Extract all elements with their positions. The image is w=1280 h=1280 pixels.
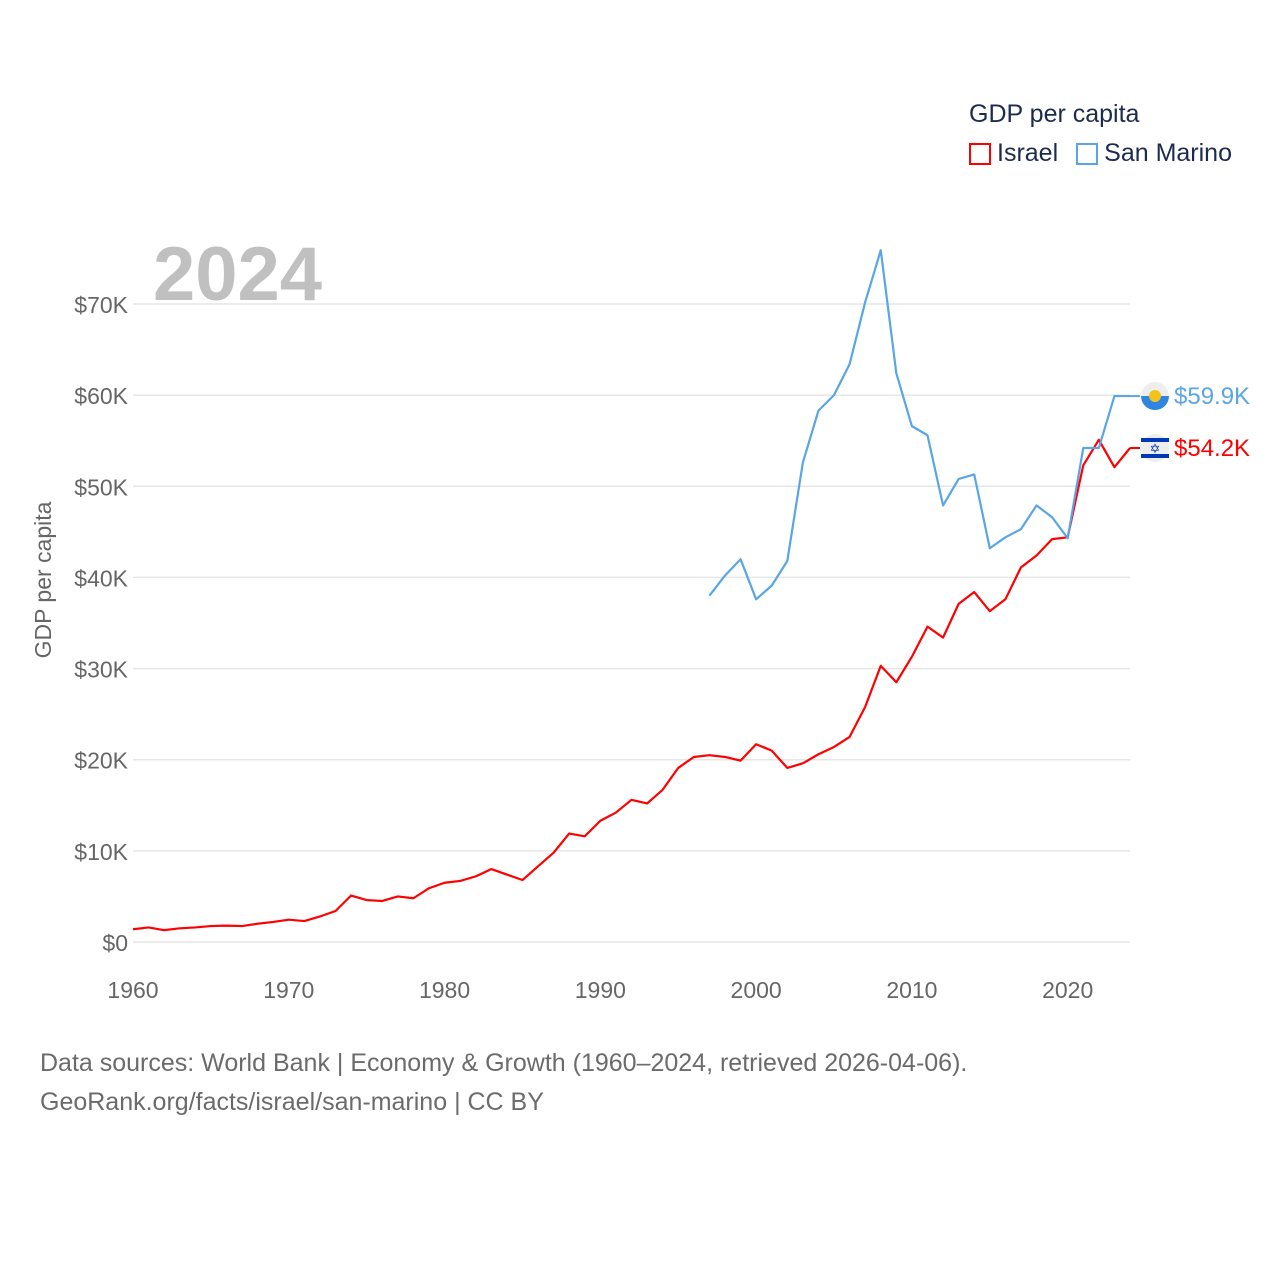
- legend-item-israel[interactable]: Israel: [969, 139, 1058, 168]
- svg-text:✡: ✡: [1150, 441, 1161, 456]
- legend: GDP per capita Israel San Marino: [969, 100, 1232, 168]
- x-tick-label: 1990: [575, 977, 626, 1003]
- y-tick-label: $60K: [74, 383, 128, 409]
- y-tick-label: $40K: [74, 565, 128, 591]
- x-tick-label: 2010: [886, 977, 937, 1003]
- source-link[interactable]: GeoRank.org/facts/israel/san-marino | CC…: [40, 1088, 544, 1116]
- y-tick-label: $20K: [74, 748, 128, 774]
- legend-label-israel: Israel: [997, 139, 1059, 167]
- y-tick-label: $0: [102, 930, 128, 956]
- legend-item-san-marino[interactable]: San Marino: [1076, 139, 1232, 168]
- y-tick-label: $70K: [74, 292, 128, 318]
- x-tick-label: 2000: [731, 977, 782, 1003]
- year-label: 2024: [153, 232, 322, 317]
- legend-swatch-israel: [969, 142, 991, 165]
- y-tick-label: $50K: [74, 474, 128, 500]
- flag-icon-israel: ✡: [1141, 434, 1169, 463]
- y-tick-label: $30K: [74, 657, 128, 683]
- x-tick-label: 1980: [419, 977, 470, 1003]
- legend-label-san-marino: San Marino: [1104, 139, 1232, 167]
- x-tick-label: 1970: [263, 977, 314, 1003]
- end-value-label-san-marino: $59.9K: [1174, 383, 1250, 410]
- legend-swatch-san-marino: [1076, 142, 1099, 165]
- x-tick-label: 2020: [1042, 977, 1093, 1003]
- series-line-san-marino: [708, 249, 1130, 601]
- end-value-label-israel: $54.2K: [1174, 435, 1250, 462]
- data-source-text: Data sources: World Bank | Economy & Gro…: [40, 1049, 968, 1077]
- y-axis-label: GDP per capita: [30, 501, 56, 658]
- y-tick-label: $10K: [74, 839, 128, 865]
- footer: Data sources: World Bank | Economy & Gro…: [40, 1044, 967, 1122]
- x-tick-label: 1960: [107, 977, 158, 1003]
- series-line-israel: [132, 438, 1131, 932]
- flag-icon-san-marino: [1141, 382, 1169, 411]
- legend-title: GDP per capita: [969, 100, 1140, 128]
